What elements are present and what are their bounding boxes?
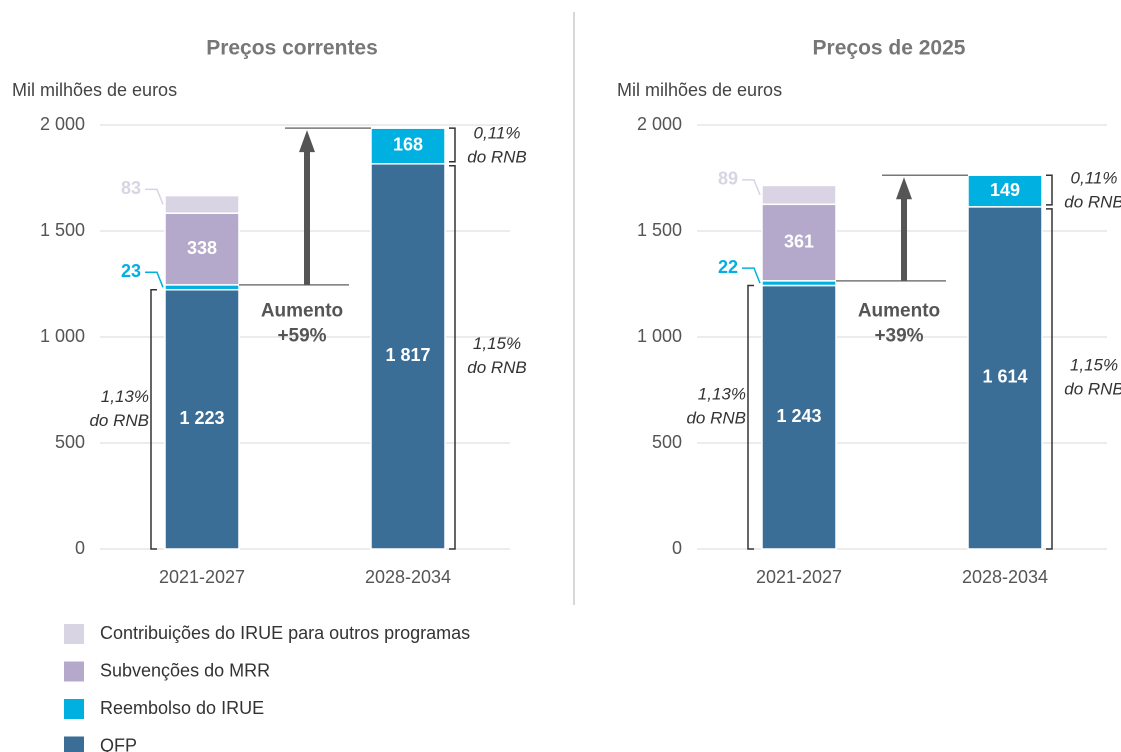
- annotation: 1,15%: [473, 334, 521, 353]
- annotation: do RNB: [89, 411, 149, 430]
- bar-segment: [967, 206, 1043, 550]
- bracket: [150, 288, 157, 550]
- annotation: 1,13%: [101, 387, 149, 406]
- legend-label: Subvenções do MRR: [100, 660, 270, 680]
- chart-title: Preços correntes: [206, 37, 378, 60]
- legend-swatch: [64, 661, 84, 682]
- data-label: 83: [121, 178, 141, 198]
- bracket: [1046, 208, 1053, 550]
- leader-line: [145, 271, 164, 288]
- y-axis-label: Mil milhões de euros: [617, 80, 782, 100]
- legend-swatch: [64, 699, 84, 719]
- arrow-head: [299, 130, 315, 153]
- x-tick-label: 2021-2027: [756, 567, 842, 587]
- y-tick-label: 500: [652, 432, 682, 452]
- legend-label: Contribuições do IRUE para outros progra…: [100, 623, 470, 643]
- bar-segment: [967, 174, 1043, 208]
- annotation: +39%: [874, 326, 923, 347]
- annotation: do RNB: [467, 358, 527, 377]
- annotation: +59%: [277, 326, 326, 347]
- annotation: 0,11%: [474, 123, 521, 142]
- bracket: [747, 284, 754, 550]
- data-label: 1 223: [179, 408, 224, 428]
- data-label: 149: [990, 180, 1020, 200]
- y-tick-label: 2 000: [637, 114, 682, 134]
- bracket: [449, 127, 456, 163]
- annotation: do RNB: [467, 147, 527, 166]
- chart-title: Preços de 2025: [813, 37, 966, 60]
- data-label: 1 243: [776, 406, 821, 426]
- data-label: 361: [784, 231, 814, 251]
- y-axis-label: Mil milhões de euros: [12, 80, 177, 100]
- data-label: 89: [718, 169, 738, 189]
- legend-label: Reembolso do IRUE: [100, 698, 264, 718]
- arrow-head: [896, 177, 912, 200]
- x-tick-label: 2021-2027: [159, 567, 245, 587]
- bar-segment: [164, 194, 240, 214]
- legend-swatch: [64, 624, 84, 644]
- leader-line: [742, 267, 761, 284]
- bracket: [449, 165, 456, 550]
- annotation: 0,11%: [1071, 169, 1118, 188]
- y-tick-label: 1 000: [40, 326, 85, 346]
- y-tick-label: 0: [75, 538, 85, 558]
- data-label: 23: [121, 261, 141, 281]
- bar-segment: [761, 284, 837, 550]
- leader-line: [742, 179, 761, 196]
- bar-segment: [164, 288, 240, 550]
- y-tick-label: 2 000: [40, 114, 85, 134]
- y-tick-label: 1 500: [40, 220, 85, 240]
- data-label: 1 614: [982, 367, 1027, 387]
- bar-segment: [761, 203, 837, 282]
- legend-label: QFP: [100, 735, 137, 752]
- data-label: 338: [187, 238, 217, 258]
- leader-line: [145, 188, 164, 205]
- annotation: do RNB: [1064, 379, 1121, 398]
- bar-segment: [164, 212, 240, 286]
- y-tick-label: 1 500: [637, 220, 682, 240]
- data-label: 1 817: [385, 345, 430, 365]
- y-tick-label: 500: [55, 432, 85, 452]
- bracket: [1046, 174, 1053, 206]
- annotation: 1,15%: [1070, 355, 1118, 374]
- bar-segment: [370, 127, 446, 165]
- annotation: Aumento: [261, 301, 343, 322]
- bar-segment: [761, 184, 837, 206]
- x-tick-label: 2028-2034: [365, 567, 451, 587]
- annotation: do RNB: [1064, 193, 1121, 212]
- annotation: Aumento: [858, 301, 940, 322]
- y-tick-label: 0: [672, 538, 682, 558]
- data-label: 168: [393, 135, 423, 155]
- annotation: 1,13%: [698, 385, 746, 404]
- annotation: do RNB: [686, 409, 746, 428]
- y-tick-label: 1 000: [637, 326, 682, 346]
- legend-swatch: [64, 736, 84, 752]
- x-tick-label: 2028-2034: [962, 567, 1048, 587]
- data-label: 22: [718, 257, 738, 277]
